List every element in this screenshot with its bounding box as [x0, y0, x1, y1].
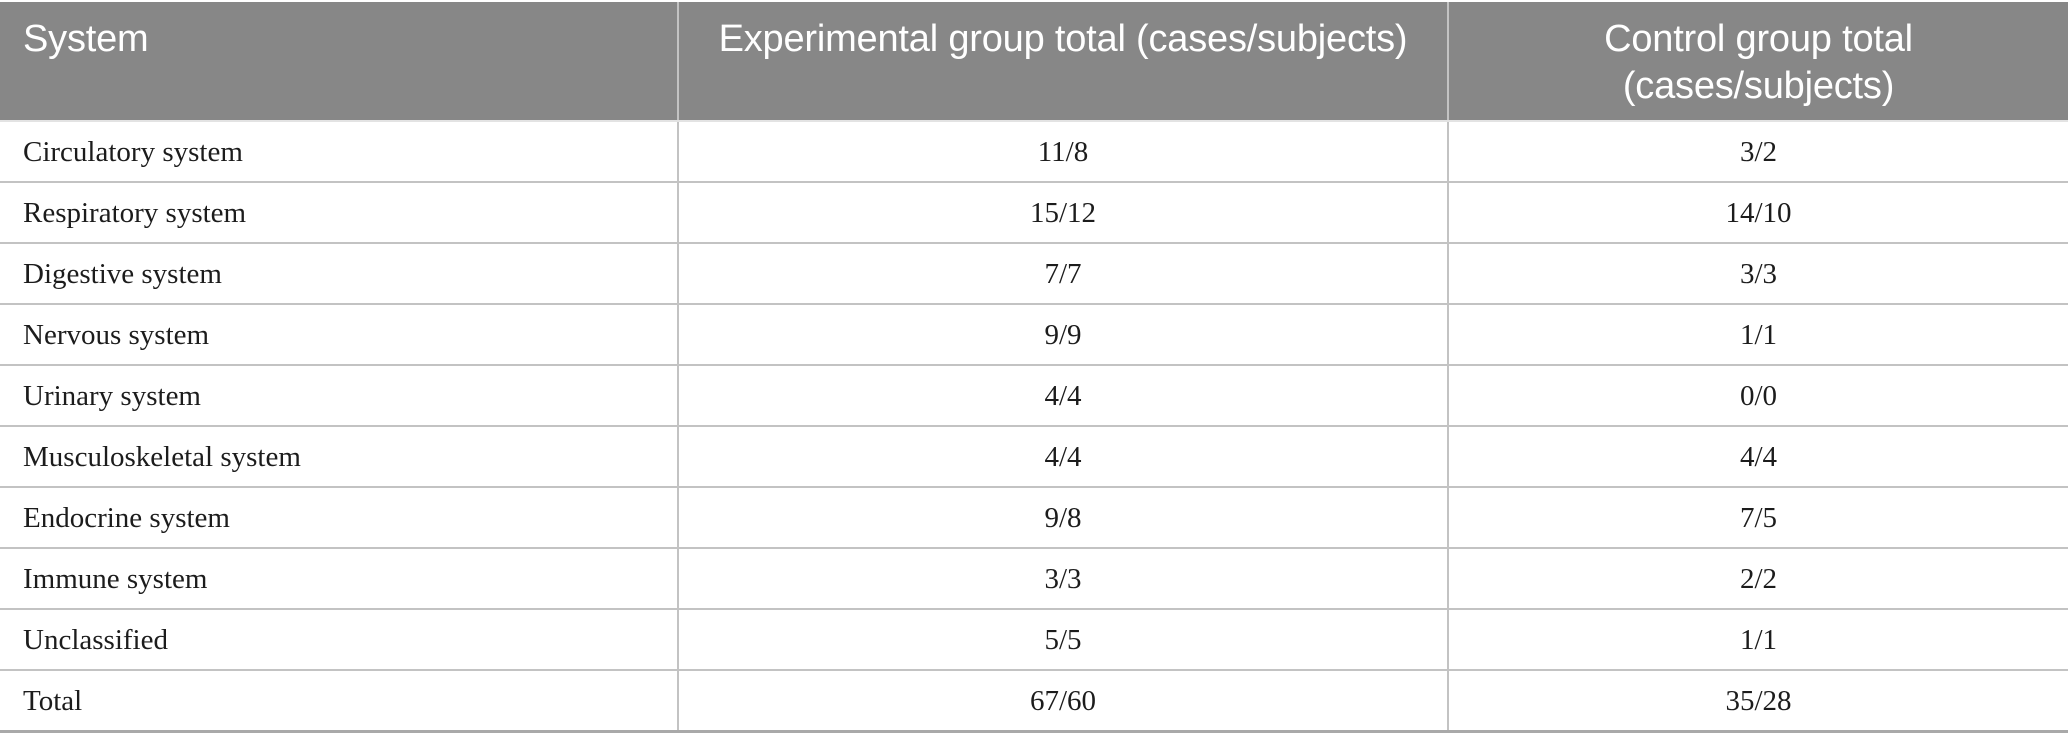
- experimental-cell: 5/5: [677, 609, 1448, 671]
- table-row: Circulatory system 11/8 3/2: [0, 121, 2068, 183]
- system-cell: Digestive system: [0, 243, 678, 305]
- experimental-cell: 15/12: [677, 182, 1448, 244]
- experimental-cell: 9/9: [677, 304, 1448, 366]
- systems-table: System Experimental group total (cases/s…: [0, 2, 2068, 733]
- experimental-cell: 4/4: [677, 426, 1448, 488]
- system-cell: Respiratory system: [0, 182, 678, 244]
- system-cell: Endocrine system: [0, 487, 678, 549]
- control-cell: 0/0: [1447, 365, 2068, 427]
- table-row: Endocrine system 9/8 7/5: [0, 487, 2068, 549]
- control-cell: 1/1: [1447, 304, 2068, 366]
- system-cell: Musculoskeletal system: [0, 426, 678, 488]
- system-cell: Immune system: [0, 548, 678, 610]
- table-row: Nervous system 9/9 1/1: [0, 304, 2068, 366]
- experimental-cell: 4/4: [677, 365, 1448, 427]
- control-cell: 4/4: [1447, 426, 2068, 488]
- control-cell: 3/3: [1447, 243, 2068, 305]
- table-row: Respiratory system 15/12 14/10: [0, 182, 2068, 244]
- control-cell: 35/28: [1447, 670, 2068, 733]
- experimental-cell: 7/7: [677, 243, 1448, 305]
- header-row: System Experimental group total (cases/s…: [0, 2, 2068, 122]
- control-cell: 14/10: [1447, 182, 2068, 244]
- table-row: Digestive system 7/7 3/3: [0, 243, 2068, 305]
- column-header-experimental: Experimental group total (cases/subjects…: [677, 2, 1448, 122]
- experimental-cell: 3/3: [677, 548, 1448, 610]
- table-row: Musculoskeletal system 4/4 4/4: [0, 426, 2068, 488]
- system-cell: Total: [0, 670, 678, 733]
- table-row: Urinary system 4/4 0/0: [0, 365, 2068, 427]
- control-cell: 1/1: [1447, 609, 2068, 671]
- system-cell: Urinary system: [0, 365, 678, 427]
- experimental-cell: 67/60: [677, 670, 1448, 733]
- column-header-system: System: [0, 2, 678, 122]
- system-cell: Nervous system: [0, 304, 678, 366]
- system-cell: Circulatory system: [0, 121, 678, 183]
- table-row: Immune system 3/3 2/2: [0, 548, 2068, 610]
- control-cell: 3/2: [1447, 121, 2068, 183]
- table-row-total: Total 67/60 35/28: [0, 670, 2068, 733]
- system-cell: Unclassified: [0, 609, 678, 671]
- control-cell: 7/5: [1447, 487, 2068, 549]
- experimental-cell: 11/8: [677, 121, 1448, 183]
- control-cell: 2/2: [1447, 548, 2068, 610]
- column-header-control: Control group total (cases/subjects): [1447, 2, 2068, 122]
- table-row: Unclassified 5/5 1/1: [0, 609, 2068, 671]
- experimental-cell: 9/8: [677, 487, 1448, 549]
